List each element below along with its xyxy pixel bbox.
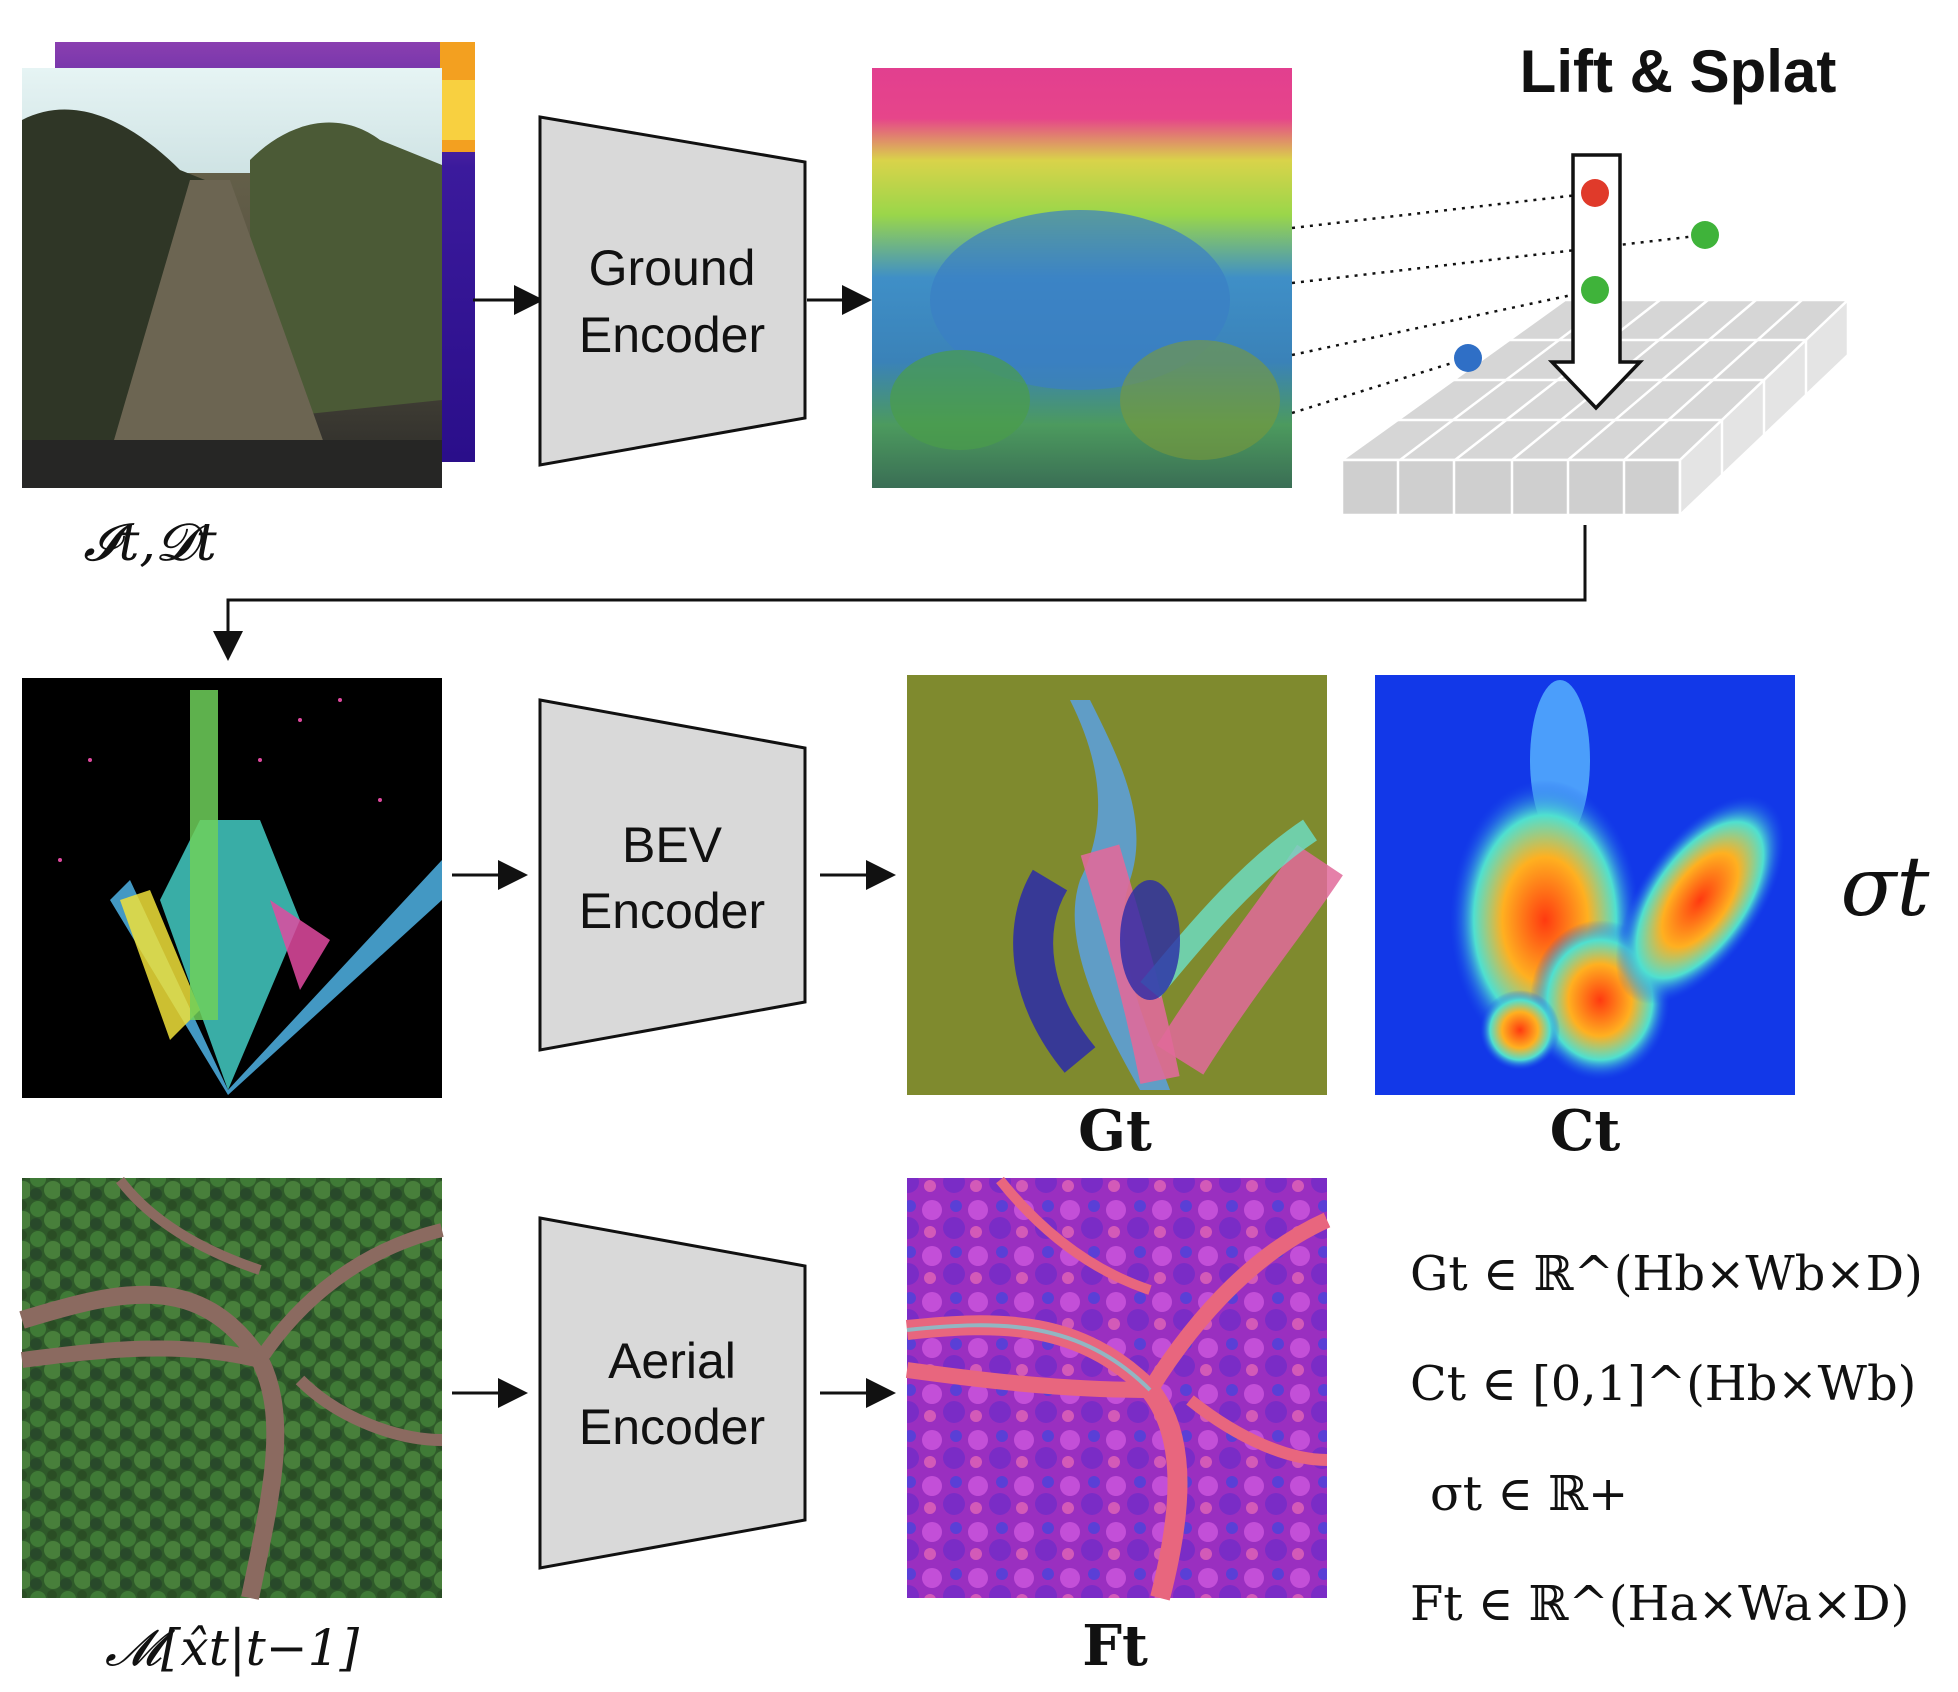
map-crop-label: 𝓜[x̂t|t−1] — [105, 1619, 359, 1677]
aerial-encoder-block: Aerial Encoder — [538, 1216, 807, 1570]
ground-feature-map — [872, 68, 1292, 488]
ground-camera-image — [22, 68, 442, 488]
bev-encoder-label-line1: BEV — [622, 817, 723, 873]
lifted-point-blue — [1454, 344, 1482, 372]
equation-C-set: Ct ∈ [0,1]^(Hb×Wb) — [1410, 1356, 1916, 1412]
lifted-point-green-outer — [1691, 221, 1719, 249]
equation-F-set: Ft ∈ ℝ^(Ha×Wa×D) — [1410, 1576, 1909, 1632]
ground-encoder-block: Ground Encoder — [538, 115, 807, 467]
F-feature-map — [905, 1176, 1331, 1601]
projection-lines — [1291, 191, 1706, 415]
aerial-map-crop — [19, 1176, 444, 1600]
bev-encoder-block: BEV Encoder — [538, 698, 807, 1052]
bev-encoder-label-line2: Encoder — [579, 883, 765, 939]
lifted-point-red — [1581, 179, 1609, 207]
aerial-encoder-label-line1: Aerial — [608, 1333, 736, 1389]
input-images-label: 𝓘t,𝓓t — [83, 513, 216, 573]
arrow-grid-to-bev-input — [213, 525, 1587, 661]
C-confidence-map — [1375, 675, 1795, 1095]
bev-point-projection — [22, 678, 442, 1098]
lift-splat-title: Lift & Splat — [1520, 38, 1837, 105]
G-label: Gt — [1078, 1098, 1152, 1164]
aerial-encoder-label-line2: Encoder — [579, 1399, 765, 1455]
equation-sigma-set: σt ∈ ℝ+ — [1430, 1466, 1628, 1522]
G-feature-map — [907, 675, 1343, 1095]
equations-block: Gt ∈ ℝ^(Hb×Wb×D) Ct ∈ [0,1]^(Hb×Wb) σt ∈… — [1410, 1246, 1923, 1632]
lifted-point-green-inner — [1581, 276, 1609, 304]
C-label: Ct — [1550, 1098, 1621, 1164]
equation-G-set: Gt ∈ ℝ^(Hb×Wb×D) — [1410, 1246, 1923, 1302]
ground-encoder-label-line2: Encoder — [579, 307, 765, 363]
ground-encoder-label-line1: Ground — [589, 240, 756, 296]
F-label: Ft — [1082, 1613, 1148, 1679]
sigma-label: σt — [1841, 840, 1931, 935]
